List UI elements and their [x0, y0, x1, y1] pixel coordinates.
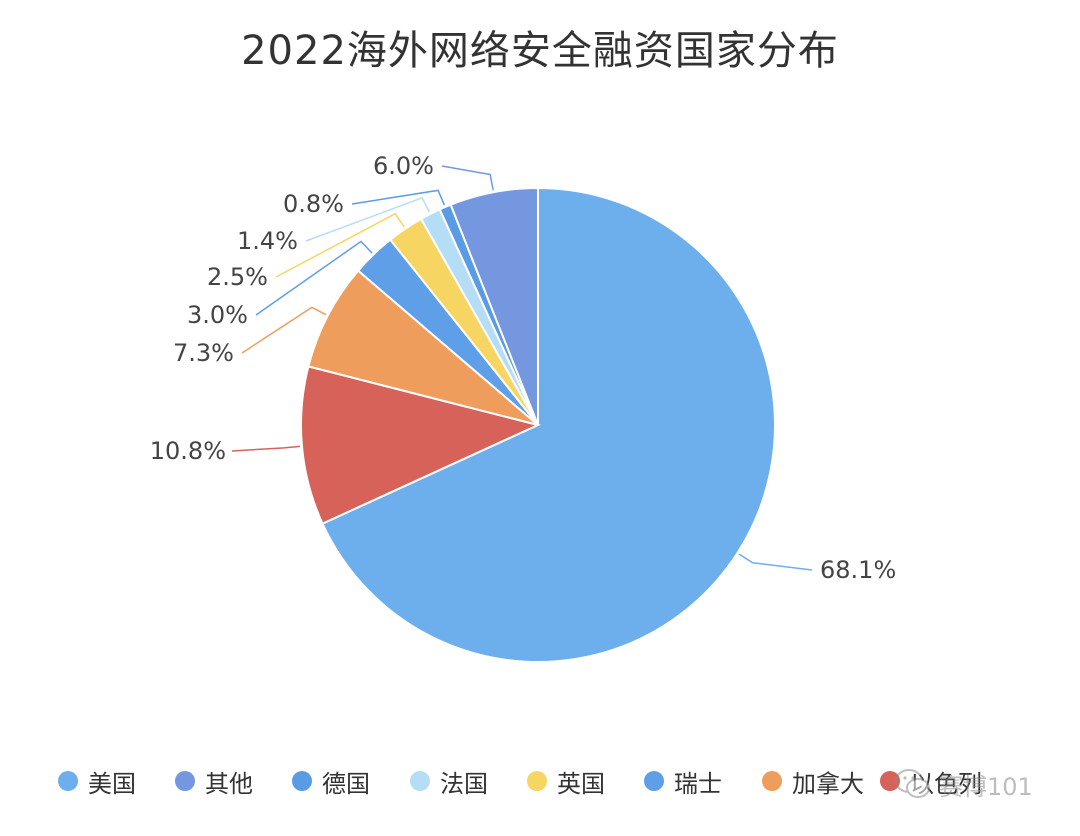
leader-line-5: [305, 196, 431, 242]
data-label-4: 2.5%: [207, 263, 268, 291]
data-label-5: 1.4%: [237, 227, 298, 255]
legend-label-6: 加拿大: [792, 769, 864, 798]
legend-label-2: 德国: [322, 769, 370, 798]
watermark: 赛博101: [893, 764, 1033, 804]
legend-item-3: 法国: [410, 758, 488, 804]
legend-label-3: 法国: [440, 769, 488, 798]
leader-line-0: [738, 553, 813, 571]
pie-slice-0: [321, 186, 776, 663]
legend-item-6: 加拿大: [762, 758, 864, 804]
legend-marker-6: [762, 771, 782, 791]
leader-line-7: [441, 165, 494, 191]
legend-marker-1: [175, 771, 195, 791]
legend-marker-5: [644, 771, 664, 791]
leader-line-6: [351, 189, 446, 206]
legend-label-4: 英国: [557, 769, 605, 798]
legend-marker-4: [527, 771, 547, 791]
legend-label-5: 瑞士: [674, 769, 722, 798]
legend-label-1: 其他: [205, 769, 253, 798]
pie-slice-1: [300, 365, 541, 525]
legend-item-4: 英国: [527, 758, 605, 804]
data-label-0: 68.1%: [820, 556, 896, 584]
pie-slice-7: [449, 186, 539, 426]
legend-marker-2: [292, 771, 312, 791]
leader-line-3: [255, 240, 373, 316]
leader-line-1: [231, 445, 301, 452]
watermark-text: 赛博101: [939, 772, 1033, 801]
legend-label-0: 美国: [88, 769, 136, 798]
legend-item-5: 瑞士: [644, 758, 722, 804]
legend-marker-7: [880, 771, 900, 791]
leader-line-2: [241, 306, 327, 354]
pie-slice-2: [307, 269, 539, 426]
chart-title: 2022海外网络安全融资国家分布: [241, 28, 839, 74]
data-label-2: 7.3%: [173, 339, 234, 367]
legend-marker-3: [410, 771, 430, 791]
data-label-7: 6.0%: [373, 152, 434, 180]
data-label-1: 10.8%: [150, 437, 226, 465]
legend-item-2: 德国: [292, 758, 370, 804]
data-label-3: 3.0%: [187, 301, 248, 329]
legend-item-1: 其他: [175, 758, 253, 804]
legend-marker-0: [58, 771, 78, 791]
leader-line-4: [275, 212, 405, 278]
chart-legend: 美国 其他 德国 法国 英国 瑞士 加拿大 以色列: [0, 758, 1080, 804]
legend-item-0: 美国: [58, 758, 136, 804]
wechat-icon: [895, 769, 930, 798]
data-label-6: 0.8%: [283, 190, 344, 218]
